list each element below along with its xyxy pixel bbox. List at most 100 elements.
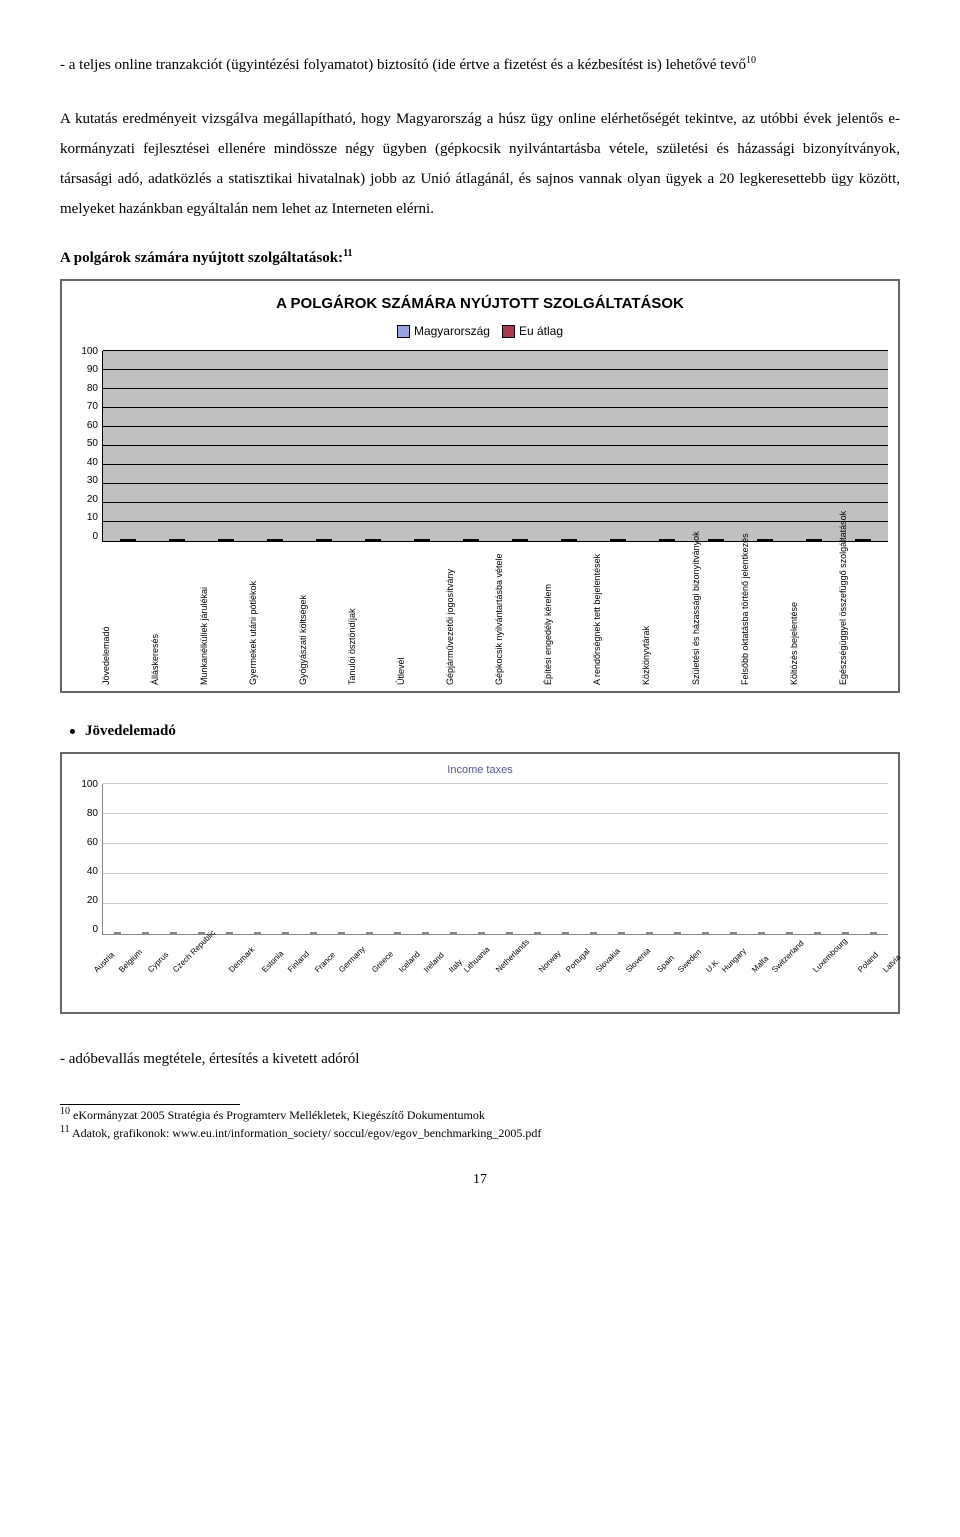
bar bbox=[471, 539, 479, 541]
x-label: Költözés bejelentése bbox=[790, 575, 839, 685]
x-label: Álláskeresés bbox=[151, 575, 200, 685]
x-label: A rendőrségnek tett bejelentések bbox=[593, 575, 642, 685]
bar bbox=[590, 932, 597, 934]
bar-group bbox=[692, 932, 720, 934]
legend-item: Eu átlag bbox=[502, 324, 563, 338]
bar bbox=[765, 539, 773, 541]
bar bbox=[394, 932, 401, 934]
intro-paragraph-1: - a teljes online tranzakciót (ügyintézé… bbox=[60, 50, 900, 80]
bar-group bbox=[299, 932, 327, 934]
bar bbox=[569, 539, 577, 541]
bullet-label: Jövedelemadó bbox=[85, 723, 176, 740]
bar-group bbox=[496, 539, 545, 541]
bar bbox=[506, 932, 513, 934]
bar-group bbox=[720, 932, 748, 934]
bar bbox=[708, 539, 716, 541]
bullet-dot-icon bbox=[70, 729, 75, 734]
x-label: Gyógyászati költségek bbox=[299, 575, 348, 685]
bar bbox=[267, 539, 275, 541]
bar bbox=[806, 539, 814, 541]
x-label: Közkönyvtárak bbox=[642, 575, 691, 685]
bar bbox=[414, 539, 422, 541]
bar bbox=[561, 539, 569, 541]
bar-group bbox=[790, 539, 839, 541]
footnote-10: 10 eKormányzat 2005 Stratégia és Program… bbox=[60, 1105, 900, 1124]
bar bbox=[128, 539, 136, 541]
bar bbox=[316, 539, 324, 541]
bar-group bbox=[348, 539, 397, 541]
chart1-legend: MagyarországEu átlag bbox=[72, 324, 888, 341]
bar-group bbox=[159, 932, 187, 934]
x-label: Egészségüggyel összefüggő szolgáltatások bbox=[839, 575, 888, 685]
bar bbox=[177, 539, 185, 541]
bar-group bbox=[411, 932, 439, 934]
bar bbox=[338, 932, 345, 934]
bar bbox=[120, 539, 128, 541]
bar bbox=[863, 539, 871, 541]
bar-group bbox=[741, 539, 790, 541]
bar-group bbox=[608, 932, 636, 934]
bar-group bbox=[643, 539, 692, 541]
bar bbox=[226, 539, 234, 541]
bar-group bbox=[103, 539, 152, 541]
bar bbox=[142, 932, 149, 934]
bar-group bbox=[355, 932, 383, 934]
x-label: Gyermekek utáni pótlékok bbox=[249, 575, 298, 685]
bar-group bbox=[467, 932, 495, 934]
bullet-income-tax: Jövedelemadó bbox=[70, 723, 900, 740]
bar-group bbox=[439, 932, 467, 934]
bar bbox=[855, 539, 863, 541]
bar-group bbox=[243, 932, 271, 934]
bar bbox=[757, 539, 765, 541]
bar-group bbox=[327, 932, 355, 934]
bar bbox=[226, 932, 233, 934]
x-label: Jövedelemadó bbox=[102, 575, 151, 685]
bar bbox=[282, 932, 289, 934]
bar bbox=[310, 932, 317, 934]
x-label: Gépkocsik nyilvántartásba vétele bbox=[495, 575, 544, 685]
x-label: Felsőbb oktatásba történő jelentkezés bbox=[741, 575, 790, 685]
chart1-title: A POLGÁROK SZÁMÁRA NYÚJTOTT SZOLGÁLTATÁS… bbox=[72, 295, 888, 312]
bar bbox=[463, 539, 471, 541]
bar bbox=[870, 932, 877, 934]
page-number: 17 bbox=[60, 1172, 900, 1188]
bar bbox=[114, 932, 121, 934]
bar-group bbox=[397, 539, 446, 541]
bar bbox=[512, 539, 520, 541]
bar bbox=[324, 539, 332, 541]
heading-text: A polgárok számára nyújtott szolgáltatás… bbox=[60, 250, 343, 266]
bar bbox=[422, 539, 430, 541]
bar-group bbox=[201, 539, 250, 541]
footnote-11: 11 Adatok, grafikonok: www.eu.int/inform… bbox=[60, 1123, 900, 1142]
bar-group bbox=[860, 932, 888, 934]
bar bbox=[365, 539, 373, 541]
bar-group bbox=[664, 932, 692, 934]
bar-group bbox=[776, 932, 804, 934]
bar-group bbox=[187, 932, 215, 934]
bar bbox=[562, 932, 569, 934]
bar bbox=[814, 932, 821, 934]
chart2-x-labels: AustriaBelgiumCyprusCzech RepublicDenmar… bbox=[102, 958, 888, 1008]
section-heading-services: A polgárok számára nyújtott szolgáltatás… bbox=[60, 248, 900, 267]
bar bbox=[275, 539, 283, 541]
bar bbox=[730, 932, 737, 934]
bar bbox=[170, 932, 177, 934]
x-label: Útlevél bbox=[397, 575, 446, 685]
bar bbox=[610, 539, 618, 541]
sup-11: 11 bbox=[343, 248, 352, 259]
bar bbox=[422, 932, 429, 934]
bar-group bbox=[580, 932, 608, 934]
chart2-title: Income taxes bbox=[72, 764, 888, 776]
bar bbox=[478, 932, 485, 934]
bar bbox=[702, 932, 709, 934]
chart2-y-axis: 020406080100 bbox=[72, 779, 102, 935]
chart-citizens-services: A POLGÁROK SZÁMÁRA NYÚJTOTT SZOLGÁLTATÁS… bbox=[60, 279, 900, 693]
bar bbox=[814, 539, 822, 541]
bar-group bbox=[383, 932, 411, 934]
chart-income-taxes: Income taxes 020406080100 AustriaBelgium… bbox=[60, 752, 900, 1014]
chart1-plot bbox=[102, 351, 888, 542]
bar bbox=[716, 539, 724, 541]
bar-group bbox=[103, 932, 131, 934]
bar bbox=[842, 932, 849, 934]
bar-group bbox=[250, 539, 299, 541]
